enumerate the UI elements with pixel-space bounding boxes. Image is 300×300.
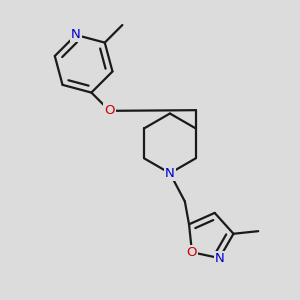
Text: O: O — [104, 104, 115, 117]
Text: N: N — [165, 167, 175, 180]
Text: O: O — [187, 246, 197, 259]
Text: N: N — [214, 252, 224, 265]
Text: N: N — [71, 28, 81, 41]
